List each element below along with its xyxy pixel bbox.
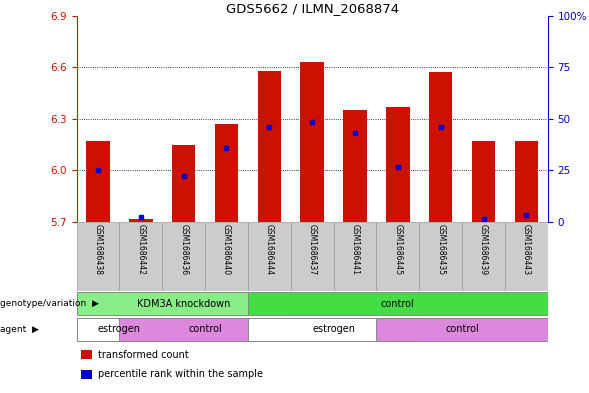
Bar (333, 222, 376, 291)
Bar (257, 71, 281, 222)
Bar (120, 222, 162, 291)
Bar (77, 318, 162, 341)
Text: GSM1686435: GSM1686435 (436, 224, 445, 275)
Bar (248, 318, 419, 341)
Text: control: control (188, 324, 222, 334)
Text: GSM1686445: GSM1686445 (393, 224, 402, 275)
Bar (248, 292, 548, 315)
Text: agent  ▶: agent ▶ (0, 325, 39, 334)
Bar (472, 141, 495, 222)
Bar (81, 351, 92, 359)
Bar (300, 62, 324, 222)
Bar (81, 370, 92, 379)
Bar (77, 292, 291, 315)
Bar (162, 222, 205, 291)
Bar (376, 222, 419, 291)
Text: control: control (381, 299, 415, 309)
Bar (129, 219, 153, 222)
Text: estrogen: estrogen (98, 324, 141, 334)
Text: GSM1686437: GSM1686437 (307, 224, 317, 275)
Bar (86, 141, 110, 222)
Bar (215, 124, 239, 222)
Text: estrogen: estrogen (312, 324, 355, 334)
Text: GSM1686442: GSM1686442 (136, 224, 145, 275)
Bar (515, 141, 538, 222)
Text: genotype/variation  ▶: genotype/variation ▶ (0, 299, 99, 308)
Bar (419, 222, 462, 291)
Text: transformed count: transformed count (98, 350, 188, 360)
Bar (172, 145, 196, 222)
Bar (248, 222, 291, 291)
Text: GSM1686441: GSM1686441 (350, 224, 359, 275)
Bar (462, 222, 505, 291)
Text: percentile rank within the sample: percentile rank within the sample (98, 369, 263, 380)
Text: GSM1686443: GSM1686443 (522, 224, 531, 275)
Text: GSM1686444: GSM1686444 (265, 224, 274, 275)
Bar (205, 222, 248, 291)
Text: control: control (445, 324, 479, 334)
Bar (343, 110, 367, 222)
Bar (505, 222, 548, 291)
Text: GSM1686439: GSM1686439 (479, 224, 488, 275)
Bar (429, 72, 452, 222)
Bar (376, 318, 548, 341)
Bar (120, 318, 291, 341)
Text: GSM1686440: GSM1686440 (222, 224, 231, 275)
Bar (386, 107, 409, 222)
Text: GSM1686438: GSM1686438 (94, 224, 102, 275)
Bar (77, 222, 120, 291)
Title: GDS5662 / ILMN_2068874: GDS5662 / ILMN_2068874 (226, 2, 399, 15)
Text: GSM1686436: GSM1686436 (179, 224, 188, 275)
Text: KDM3A knockdown: KDM3A knockdown (137, 299, 230, 309)
Bar (291, 222, 333, 291)
